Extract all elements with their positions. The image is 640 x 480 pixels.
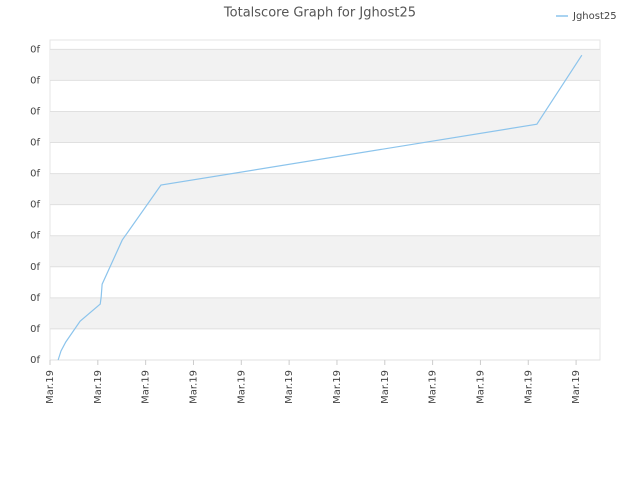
x-tick-label: Mar.19 xyxy=(284,370,295,404)
chart-title: Totalscore Graph for Jghost25 xyxy=(223,6,416,21)
x-tick-label: Mar.19 xyxy=(571,370,582,404)
x-tick-label: Mar.19 xyxy=(236,370,247,404)
grid-band xyxy=(50,111,600,143)
y-tick-label: 0f xyxy=(30,293,40,304)
x-tick-label: Mar.19 xyxy=(93,370,104,404)
grid-band xyxy=(50,235,600,267)
x-tick-label: Mar.19 xyxy=(523,370,534,404)
y-tick-label: 0f xyxy=(30,106,40,117)
y-tick-label: 0f xyxy=(30,262,40,273)
y-tick-label: 0f xyxy=(30,200,40,211)
legend-label: Jghost25 xyxy=(572,11,617,22)
y-tick-label: 0f xyxy=(30,324,40,335)
x-tick-label: Mar.19 xyxy=(475,370,486,404)
y-tick-label: 0f xyxy=(30,355,40,366)
series-line xyxy=(57,54,583,361)
y-tick-label: 0f xyxy=(30,231,40,242)
x-tick-label: Mar.19 xyxy=(188,370,199,404)
x-tick-label: Mar.19 xyxy=(380,370,391,404)
y-tick-label: 0f xyxy=(30,44,40,55)
y-tick-label: 0f xyxy=(30,169,40,180)
grid-band xyxy=(50,49,600,81)
x-tick-label: Mar.19 xyxy=(332,370,343,404)
x-tick-label: Mar.19 xyxy=(141,370,152,404)
x-tick-label: Mar.19 xyxy=(428,370,439,404)
grid-band xyxy=(50,173,600,205)
y-tick-label: 0f xyxy=(30,138,40,149)
x-tick-label: Mar.19 xyxy=(45,370,56,404)
grid-band xyxy=(50,297,600,329)
y-tick-label: 0f xyxy=(30,75,40,86)
